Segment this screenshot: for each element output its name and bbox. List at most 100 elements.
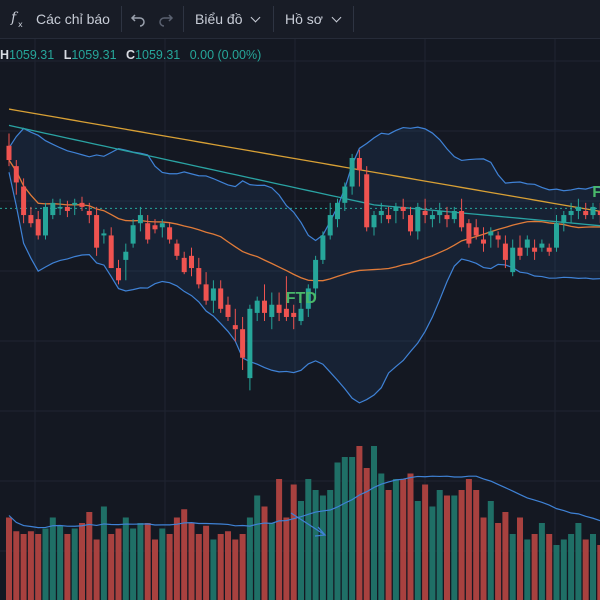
volume-bar	[341, 457, 348, 600]
candle-body	[597, 210, 600, 216]
function-icon[interactable]: f x	[10, 0, 28, 38]
volume-bar	[6, 517, 12, 600]
volume-bar	[246, 517, 253, 600]
redo-icon[interactable]	[158, 0, 174, 38]
candle-body	[444, 215, 450, 220]
ftd-annotation: FTD	[286, 290, 317, 307]
close-label: C	[126, 48, 136, 62]
volume-bar	[422, 484, 429, 600]
candle-body	[189, 255, 194, 269]
volume-bar	[290, 484, 297, 600]
candle-body	[35, 219, 41, 236]
volume-bar	[217, 534, 224, 600]
volume-bar	[517, 517, 523, 600]
indicators-label: Các chỉ báo	[36, 11, 110, 27]
price-chart[interactable]: FTD F	[0, 39, 600, 600]
candle-body	[488, 231, 494, 236]
volume-bar	[502, 512, 509, 600]
high-value: 1059.31	[9, 48, 55, 62]
indicators-button[interactable]: Các chỉ báo	[36, 0, 110, 38]
volume-bar	[436, 490, 443, 600]
candle-body	[437, 210, 443, 216]
volume-bar	[414, 501, 421, 600]
candle-body	[524, 239, 530, 248]
chart-menu-label: Biểu đồ	[195, 11, 243, 27]
candle-body	[371, 215, 377, 228]
undo-icon[interactable]	[130, 0, 146, 38]
candle-body	[378, 210, 384, 216]
candle-body	[130, 225, 136, 244]
volume-bar	[465, 479, 472, 600]
candle-body	[429, 215, 435, 220]
volume-bar	[195, 534, 202, 600]
candle-body	[342, 186, 348, 203]
volume-bar	[188, 523, 195, 600]
candle-body	[203, 284, 209, 301]
candle-body	[72, 202, 78, 205]
volume-bar	[524, 539, 531, 600]
candle-body	[481, 239, 486, 244]
chart-menu-button[interactable]: Biểu đồ	[195, 0, 261, 38]
volume-bar	[203, 525, 210, 600]
volume-bar	[553, 545, 560, 600]
volume-bar	[108, 534, 115, 600]
volume-bar	[100, 506, 107, 600]
volume-bar	[305, 479, 312, 600]
candle-body	[422, 210, 428, 216]
volume-bar	[137, 523, 144, 600]
candle-body	[356, 157, 362, 171]
volume-bar	[451, 495, 458, 600]
volume-bar	[254, 495, 261, 600]
ma-yellow-line	[8, 108, 600, 213]
toolbar-divider	[273, 6, 274, 32]
candle-body	[473, 227, 479, 236]
candle-body	[583, 210, 589, 216]
volume-bar	[319, 495, 326, 600]
volume-bar	[385, 490, 392, 600]
volume-bar	[152, 539, 158, 600]
candle-body	[86, 210, 92, 216]
volume-bar	[144, 523, 151, 600]
volume-bar	[575, 523, 582, 600]
volume-bar	[93, 539, 100, 600]
candle-body	[539, 243, 545, 248]
candle-body	[13, 166, 19, 183]
volume-bar	[560, 539, 567, 600]
volume-bar	[480, 517, 487, 600]
volume-bar	[232, 539, 239, 600]
candle-body	[298, 308, 304, 322]
volume-bar	[79, 523, 85, 600]
candle-body	[400, 206, 406, 211]
volume-bar	[64, 534, 71, 600]
candle-body	[575, 206, 581, 211]
candle-body	[415, 206, 421, 232]
candle-body	[364, 174, 370, 228]
ohlc-legend: H1059.31 L1059.31 C1059.31 0.00 (0.00%)	[0, 48, 267, 62]
low-value: 1059.31	[71, 48, 117, 62]
volume-bar	[568, 534, 575, 600]
candle-body	[320, 235, 326, 260]
candle-body	[554, 223, 559, 248]
volume-bar	[407, 473, 414, 600]
candle-body	[181, 257, 187, 273]
candle-body	[305, 288, 311, 309]
candle-body	[262, 300, 267, 313]
candle-body	[502, 243, 508, 260]
candle-body	[101, 233, 107, 236]
volume-bar	[130, 528, 137, 600]
candle-body	[6, 145, 12, 161]
candle-body	[240, 329, 246, 358]
volume-bar	[35, 534, 42, 600]
profile-menu-button[interactable]: Hồ sơ	[285, 0, 342, 38]
low-label: L	[63, 48, 72, 62]
candle-body	[532, 247, 538, 252]
volume-bar	[597, 545, 600, 600]
volume-bar	[20, 534, 27, 600]
candle-body	[108, 235, 114, 269]
volume-bar	[166, 534, 173, 600]
volume-bar	[181, 509, 188, 600]
candle-body	[159, 223, 165, 228]
candle-body	[276, 304, 282, 313]
candle-body	[196, 268, 202, 285]
volume-bar	[71, 528, 78, 600]
